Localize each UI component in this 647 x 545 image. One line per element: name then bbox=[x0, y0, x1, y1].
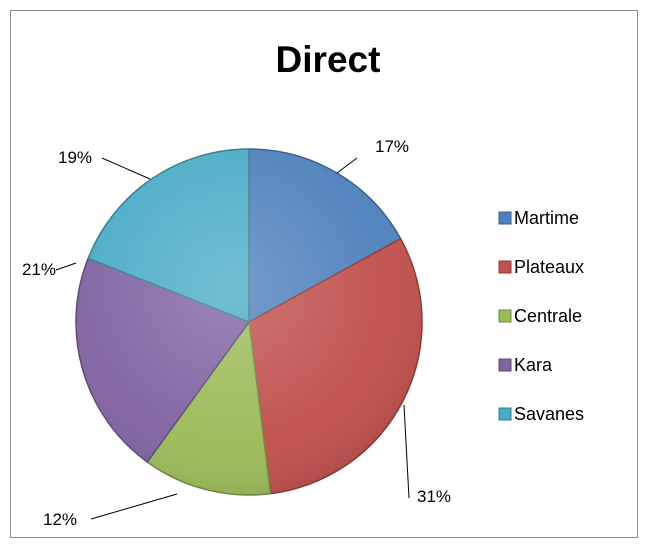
legend-label-plateaux: Plateaux bbox=[514, 257, 584, 277]
legend-swatch-centrale bbox=[498, 309, 512, 323]
leader-lines bbox=[55, 157, 410, 520]
leader-line-centrale bbox=[90, 493, 178, 520]
legend-label-savanes: Savanes bbox=[514, 404, 584, 424]
legend-swatch-martime bbox=[498, 211, 512, 225]
data-label-martime: 17% bbox=[375, 137, 409, 156]
legend-swatch-savanes bbox=[498, 407, 512, 421]
chart-title: Direct bbox=[276, 39, 381, 80]
leader-line-martime bbox=[336, 157, 358, 174]
legend-label-kara: Kara bbox=[514, 355, 553, 375]
data-label-kara: 21% bbox=[22, 260, 56, 279]
leader-line-savanes bbox=[101, 157, 151, 180]
data-label-plateaux: 31% bbox=[417, 487, 451, 506]
data-labels: 17% 31% 12% 21% 19% bbox=[22, 137, 451, 529]
legend-swatch-kara bbox=[498, 358, 512, 372]
pie-sheen bbox=[76, 149, 422, 495]
leader-line-kara bbox=[55, 262, 77, 271]
legend-swatch-plateaux bbox=[498, 260, 512, 274]
legend-label-centrale: Centrale bbox=[514, 306, 582, 326]
legend: Martime Plateaux Centrale Kara Savanes bbox=[498, 208, 584, 424]
data-label-savanes: 19% bbox=[58, 148, 92, 167]
legend-label-martime: Martime bbox=[514, 208, 579, 228]
leader-line-plateaux bbox=[403, 404, 410, 499]
data-label-centrale: 12% bbox=[43, 510, 77, 529]
